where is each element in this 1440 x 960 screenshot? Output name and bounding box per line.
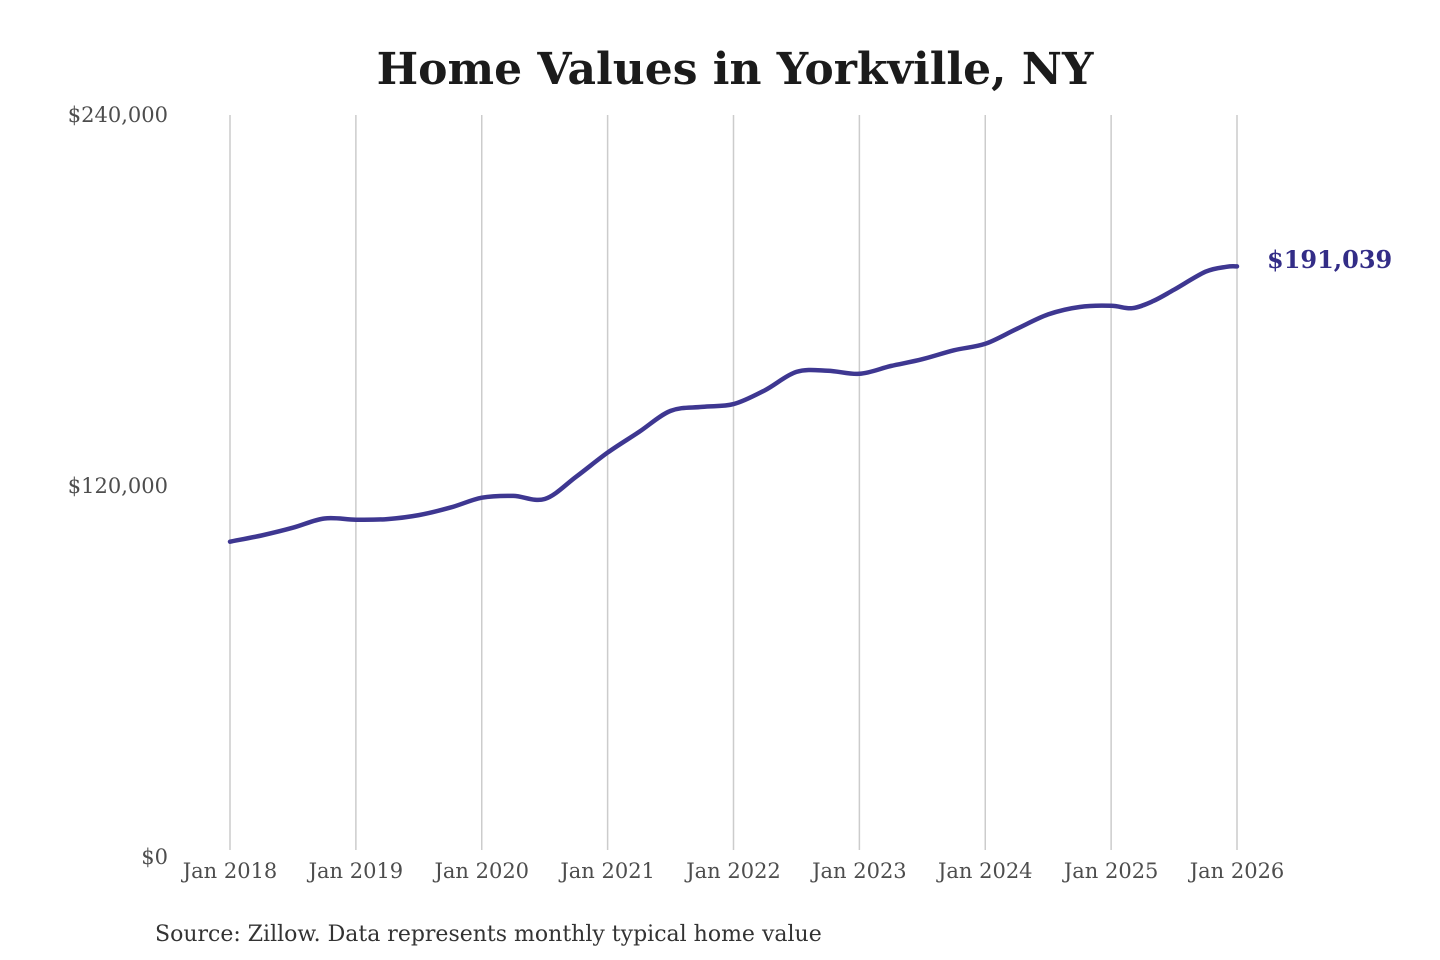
y-axis-tick-label: $0 — [141, 845, 168, 869]
x-axis-tick-label: Jan 2022 — [684, 859, 781, 883]
x-axis-tick-label: Jan 2026 — [1188, 859, 1285, 883]
year-gridlines — [229, 115, 1238, 850]
x-axis-tick-label: Jan 2021 — [558, 859, 655, 883]
y-axis-labels: $0 $120,000 $240,000 — [68, 103, 168, 869]
x-axis-tick-label: Jan 2018 — [181, 859, 278, 883]
x-axis-tick-label: Jan 2020 — [432, 859, 529, 883]
x-axis-tick-label: Jan 2023 — [810, 859, 907, 883]
x-axis-labels: Jan 2018 Jan 2019 Jan 2020 Jan 2021 Jan 2022… — [181, 859, 1285, 883]
y-axis-tick-label: $120,000 — [68, 474, 168, 498]
x-axis-tick-label: Jan 2024 — [936, 859, 1033, 883]
latest-value-label: $191,039 — [1267, 245, 1392, 274]
y-axis-tick-label: $240,000 — [68, 103, 168, 127]
x-axis-tick-label: Jan 2025 — [1062, 859, 1159, 883]
chart-title: Home Values in Yorkville, NY — [377, 44, 1094, 95]
x-axis-tick-label: Jan 2019 — [307, 859, 404, 883]
source-note: Source: Zillow. Data represents monthly … — [155, 922, 822, 947]
home-value-series-line — [227, 264, 1240, 544]
